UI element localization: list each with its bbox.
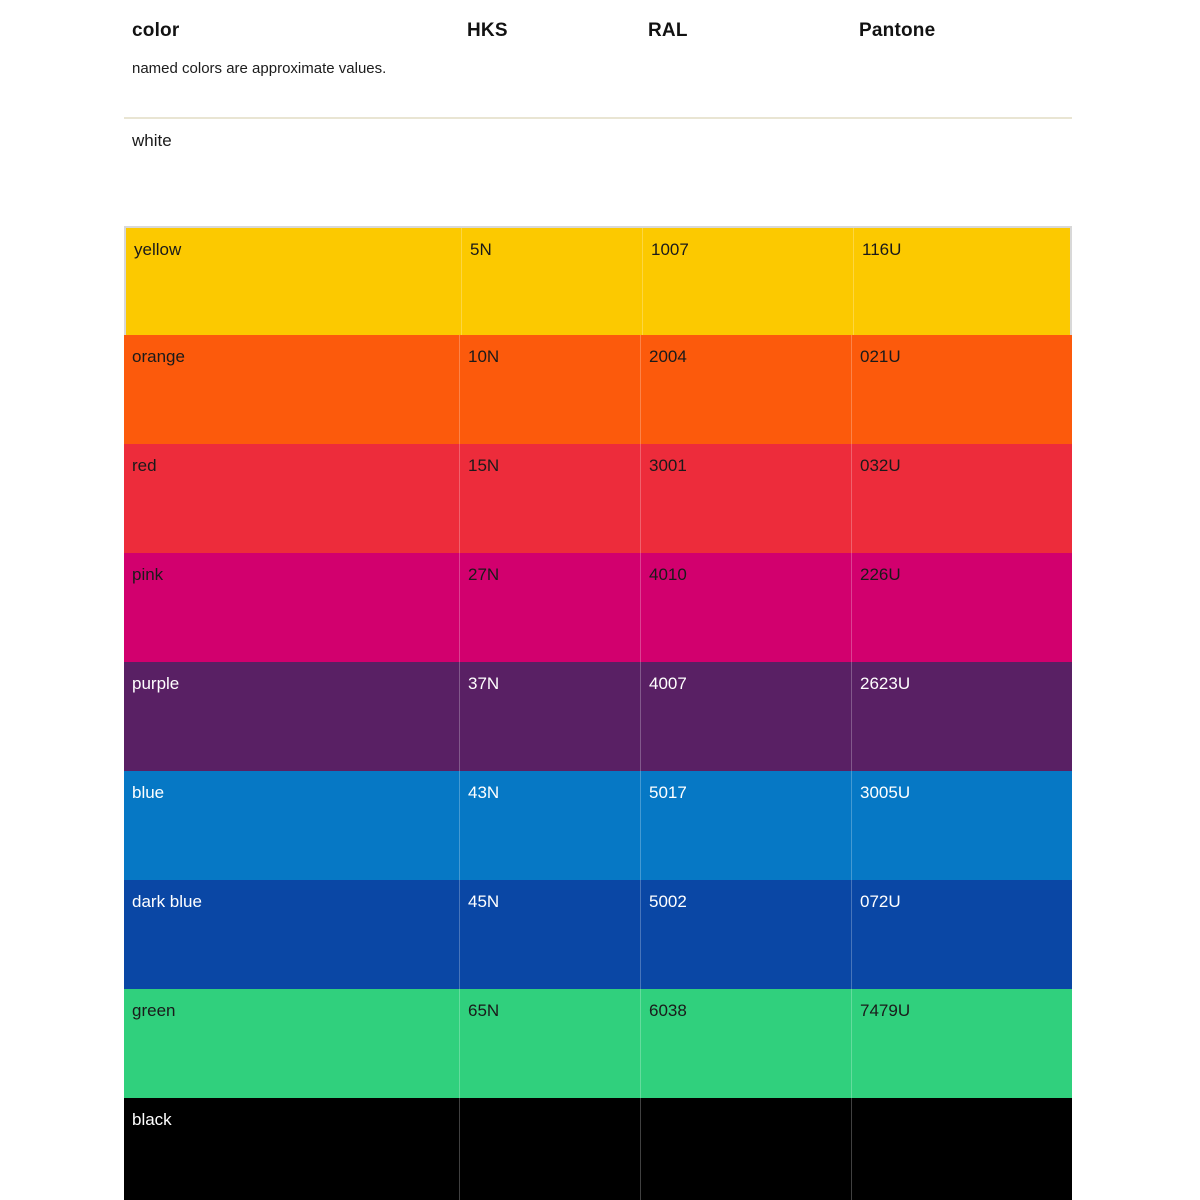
row-color-name: white (132, 131, 172, 150)
table-rows: white yellow 5N 1007 116U orange 10N 200… (124, 117, 1072, 1200)
row-hks-value (459, 1098, 640, 1200)
row-ral-value (640, 1098, 851, 1200)
row-color-name: pink (132, 565, 164, 584)
row-color-name: yellow (134, 240, 182, 259)
row-color-name: green (132, 1001, 176, 1020)
row-hks-value: 27N (459, 553, 640, 662)
table-row: yellow 5N 1007 116U (124, 226, 1072, 335)
header-pantone: Pantone (859, 20, 936, 41)
table-header: color HKS RAL Pantone (124, 20, 1072, 42)
row-hks-value (459, 119, 640, 226)
row-hks-value: 65N (459, 989, 640, 1098)
row-color-name: purple (132, 674, 180, 693)
row-pantone-value: 2623U (851, 662, 1072, 771)
row-ral-value: 3001 (640, 444, 851, 553)
row-hks-value: 10N (459, 335, 640, 444)
row-pantone-value: 116U (853, 228, 1074, 335)
table-row: black (124, 1098, 1072, 1200)
table-row: purple 37N 4007 2623U (124, 662, 1072, 771)
row-ral-value: 5002 (640, 880, 851, 989)
row-color-name: dark blue (132, 892, 202, 911)
row-ral-value: 4010 (640, 553, 851, 662)
row-pantone-value: 226U (851, 553, 1072, 662)
row-ral-value: 6038 (640, 989, 851, 1098)
row-hks-value: 37N (459, 662, 640, 771)
row-pantone-value: 3005U (851, 771, 1072, 880)
row-color-name: blue (132, 783, 165, 802)
table-row: white (124, 117, 1072, 226)
row-pantone-value: 021U (851, 335, 1072, 444)
row-pantone-value: 032U (851, 444, 1072, 553)
table-row: dark blue 45N 5002 072U (124, 880, 1072, 989)
row-hks-value: 43N (459, 771, 640, 880)
header-hks: HKS (467, 20, 508, 41)
row-hks-value: 45N (459, 880, 640, 989)
row-pantone-value: 072U (851, 880, 1072, 989)
header-ral: RAL (648, 20, 688, 41)
row-ral-value: 4007 (640, 662, 851, 771)
table-row: red 15N 3001 032U (124, 444, 1072, 553)
row-pantone-value (851, 1098, 1072, 1200)
row-ral-value (640, 119, 851, 226)
table-row: green 65N 6038 7479U (124, 989, 1072, 1098)
table-row: blue 43N 5017 3005U (124, 771, 1072, 880)
row-ral-value: 1007 (642, 228, 853, 335)
row-pantone-value (851, 119, 1072, 226)
row-color-name: black (132, 1110, 172, 1129)
approximation-note: named colors are approximate values. (132, 60, 387, 77)
table-row: pink 27N 4010 226U (124, 553, 1072, 662)
header-color: color (132, 20, 180, 41)
table-row: orange 10N 2004 021U (124, 335, 1072, 444)
row-ral-value: 5017 (640, 771, 851, 880)
color-table: color HKS RAL Pantone named colors are a… (124, 0, 1072, 1200)
row-pantone-value: 7479U (851, 989, 1072, 1098)
row-color-name: red (132, 456, 157, 475)
row-hks-value: 5N (461, 228, 642, 335)
row-hks-value: 15N (459, 444, 640, 553)
row-color-name: orange (132, 347, 185, 366)
row-ral-value: 2004 (640, 335, 851, 444)
